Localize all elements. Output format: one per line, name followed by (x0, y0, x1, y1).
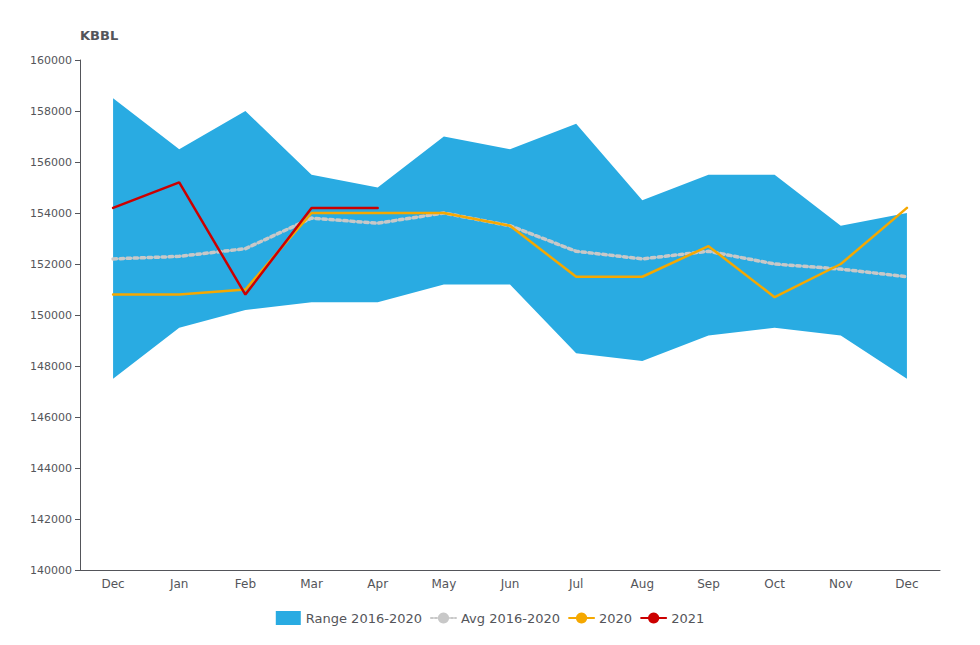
svg-text:144000: 144000 (30, 462, 72, 475)
svg-text:150000: 150000 (30, 309, 72, 322)
svg-text:Sep: Sep (697, 577, 720, 591)
svg-text:146000: 146000 (30, 411, 72, 424)
svg-text:Dec: Dec (895, 577, 918, 591)
svg-text:KBBL: KBBL (80, 28, 118, 43)
svg-text:Dec: Dec (101, 577, 124, 591)
svg-text:Mar: Mar (300, 577, 323, 591)
svg-text:May: May (431, 577, 456, 591)
svg-text:Range 2016-2020: Range 2016-2020 (306, 611, 422, 626)
svg-text:Feb: Feb (235, 577, 256, 591)
svg-text:Aug: Aug (631, 577, 654, 591)
svg-text:Jun: Jun (500, 577, 520, 591)
svg-text:160000: 160000 (30, 54, 72, 67)
svg-text:148000: 148000 (30, 360, 72, 373)
svg-text:142000: 142000 (30, 513, 72, 526)
svg-text:Avg 2016-2020: Avg 2016-2020 (461, 611, 560, 626)
svg-text:Apr: Apr (367, 577, 388, 591)
svg-text:156000: 156000 (30, 156, 72, 169)
svg-text:2020: 2020 (599, 611, 632, 626)
svg-text:158000: 158000 (30, 105, 72, 118)
svg-text:154000: 154000 (30, 207, 72, 220)
svg-text:140000: 140000 (30, 564, 72, 577)
svg-text:Jul: Jul (568, 577, 583, 591)
svg-text:Jan: Jan (169, 577, 189, 591)
svg-text:Oct: Oct (764, 577, 785, 591)
svg-text:152000: 152000 (30, 258, 72, 271)
svg-text:Nov: Nov (829, 577, 852, 591)
svg-text:2021: 2021 (671, 611, 704, 626)
